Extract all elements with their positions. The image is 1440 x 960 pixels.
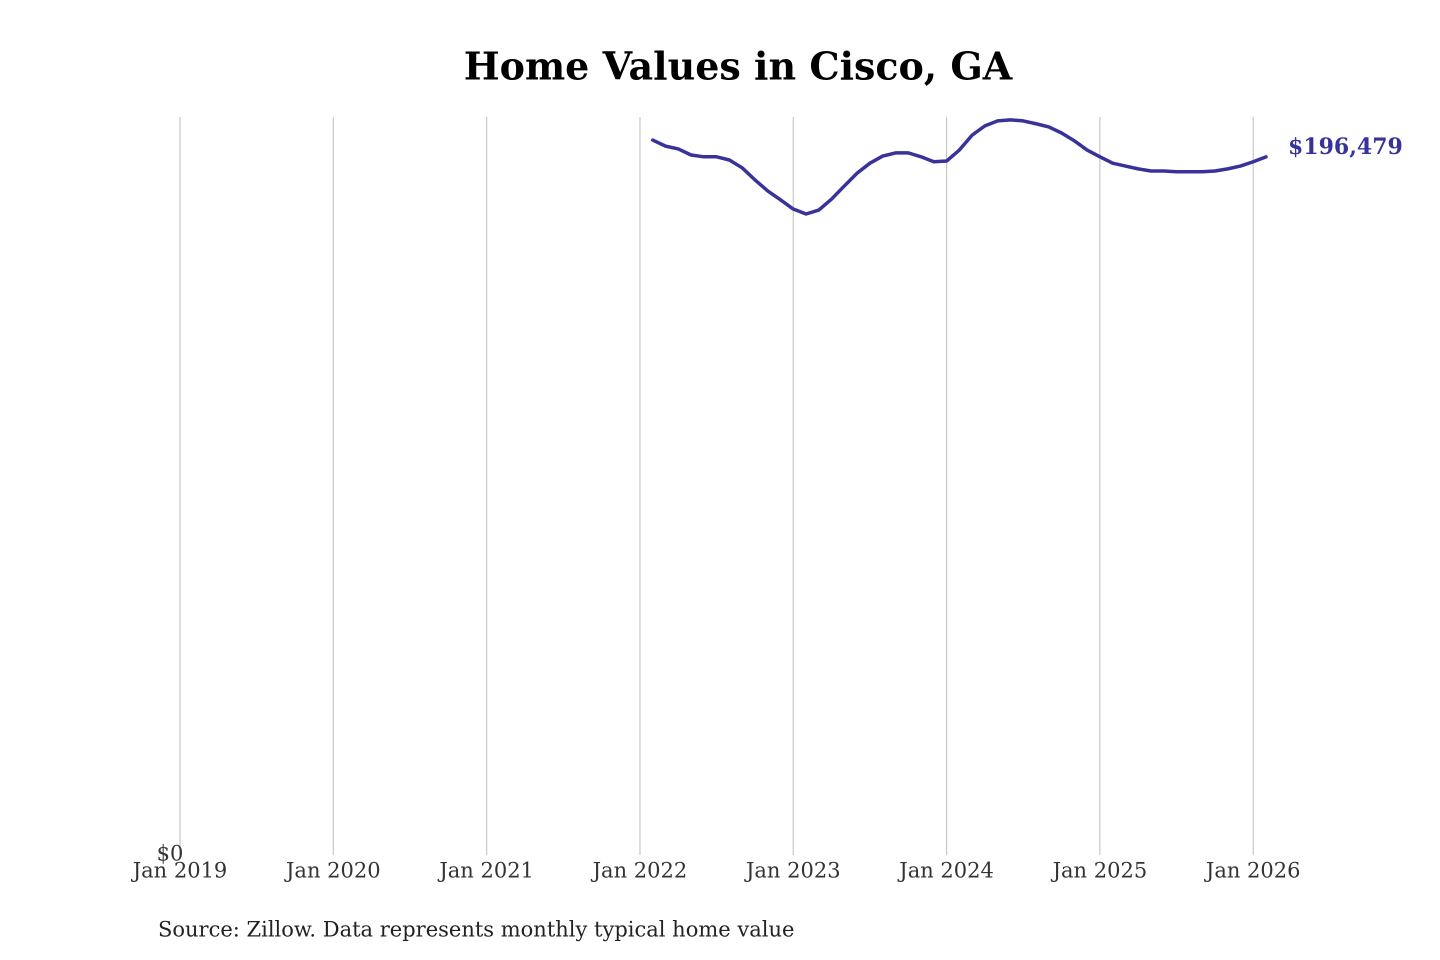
x-tick-label: Jan 2024 bbox=[897, 859, 994, 883]
x-tick-label: Jan 2025 bbox=[1051, 859, 1148, 883]
x-tick-label: Jan 2026 bbox=[1204, 859, 1301, 883]
chart-title: Home Values in Cisco, GA bbox=[464, 44, 1013, 89]
x-tick-label: Jan 2019 bbox=[131, 859, 228, 883]
line-series bbox=[650, 118, 1268, 216]
x-tick-label: Jan 2020 bbox=[284, 859, 381, 883]
value-label: $196,479 bbox=[1288, 134, 1403, 160]
source-note: Source: Zillow. Data represents monthly … bbox=[158, 918, 794, 942]
x-tick-label: Jan 2021 bbox=[437, 859, 534, 883]
x-tick-label: Jan 2023 bbox=[744, 859, 841, 883]
y-tick-label: $0 bbox=[157, 842, 184, 866]
x-tick-label: Jan 2022 bbox=[591, 859, 688, 883]
